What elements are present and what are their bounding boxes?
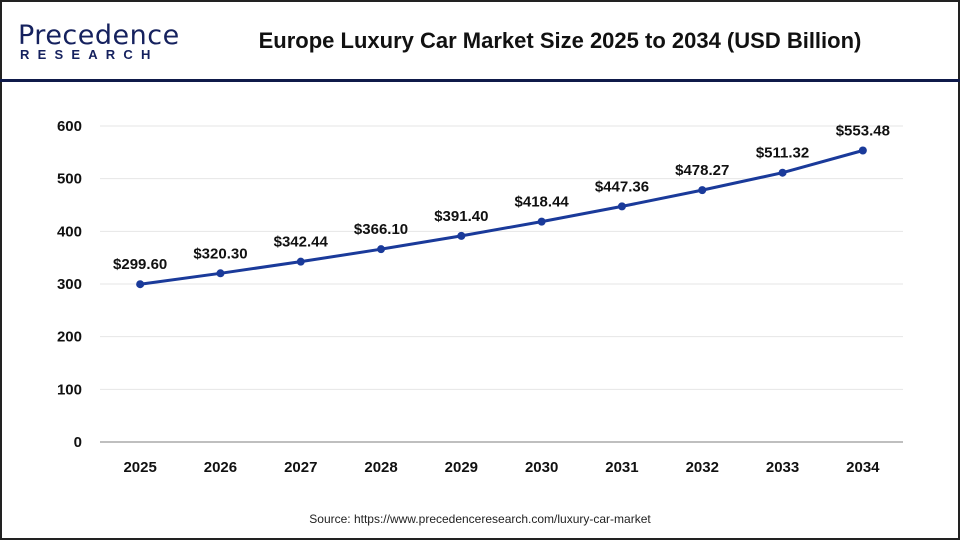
y-tick-label: 600 bbox=[57, 118, 82, 135]
logo-subtext: RESEARCH bbox=[20, 47, 159, 62]
x-tick-label: 2034 bbox=[846, 459, 880, 476]
precedence-research-logo: Precedence RESEARCH bbox=[18, 20, 179, 65]
data-point bbox=[617, 202, 626, 211]
x-tick-label: 2029 bbox=[445, 459, 478, 476]
data-label: $342.44 bbox=[274, 234, 329, 251]
data-label: $320.30 bbox=[193, 245, 247, 262]
data-label: $478.27 bbox=[675, 162, 729, 179]
data-label: $391.40 bbox=[434, 208, 488, 225]
x-tick-label: 2032 bbox=[686, 459, 719, 476]
x-tick-label: 2027 bbox=[284, 459, 317, 476]
data-point bbox=[858, 146, 867, 155]
data-label: $553.48 bbox=[836, 123, 890, 140]
data-label: $299.60 bbox=[113, 256, 167, 273]
data-point bbox=[698, 186, 707, 195]
data-label: $511.32 bbox=[756, 145, 809, 162]
data-point bbox=[457, 231, 466, 240]
data-point bbox=[136, 280, 145, 289]
x-tick-label: 2028 bbox=[364, 459, 397, 476]
y-tick-label: 200 bbox=[57, 329, 82, 346]
chart-title: Europe Luxury Car Market Size 2025 to 20… bbox=[258, 28, 862, 53]
y-tick-label: 500 bbox=[57, 171, 82, 188]
data-point bbox=[778, 168, 787, 177]
y-tick-label: 100 bbox=[57, 381, 82, 398]
data-point bbox=[537, 217, 546, 226]
header-divider bbox=[0, 79, 960, 82]
x-tick-label: 2031 bbox=[605, 459, 638, 476]
data-label: $366.10 bbox=[354, 221, 408, 238]
x-tick-label: 2025 bbox=[123, 459, 156, 476]
x-tick-label: 2026 bbox=[204, 459, 237, 476]
logo-wordmark: Precedence bbox=[18, 20, 180, 51]
data-point bbox=[377, 245, 386, 254]
data-point bbox=[296, 257, 305, 266]
y-tick-label: 400 bbox=[57, 223, 82, 240]
source-note: Source: https://www.precedenceresearch.c… bbox=[309, 512, 651, 526]
data-point bbox=[216, 269, 225, 278]
x-tick-label: 2030 bbox=[525, 459, 558, 476]
y-tick-label: 0 bbox=[74, 434, 82, 451]
x-tick-label: 2033 bbox=[766, 459, 799, 476]
data-label: $447.36 bbox=[595, 178, 649, 195]
data-label: $418.44 bbox=[515, 194, 570, 211]
y-tick-label: 300 bbox=[57, 276, 82, 293]
series-line bbox=[139, 149, 864, 286]
